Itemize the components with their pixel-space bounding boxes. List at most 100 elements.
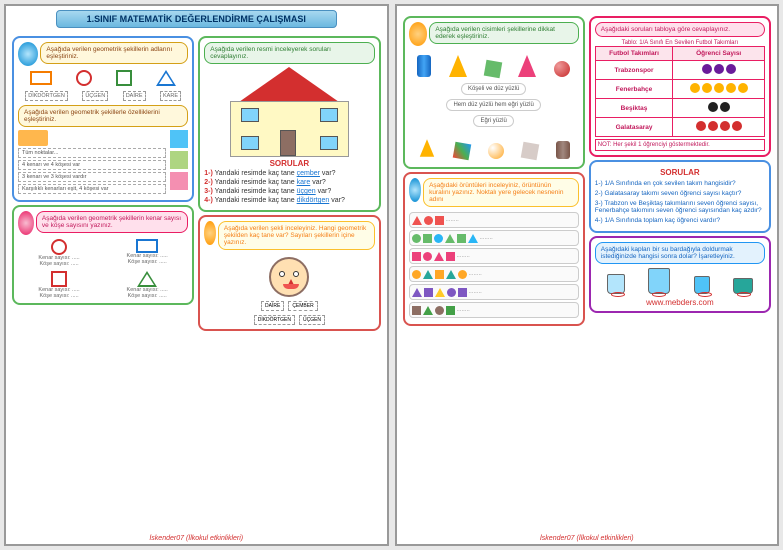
th-count: Öğrenci Sayısı [673, 47, 765, 61]
pattern-row: ........ [409, 302, 579, 318]
triangle-shape [156, 70, 176, 86]
cube-icon [483, 60, 502, 79]
footer-2: İskender07 (İlkokul etkinlikleri) [397, 535, 778, 542]
mini-ucgen: ÜÇGEN [299, 315, 325, 325]
instruction-2: Aşağıda verilen geometrik şekillerle öze… [18, 105, 188, 127]
table-box: Aşağıdaki soruları tabloya göre cevaplay… [589, 16, 771, 157]
kose-2: Köşe sayısı: ..... [106, 259, 188, 265]
site-link: www.mebders.com [595, 298, 765, 307]
instruction-face: Aşağıda verilen şekli inceleyiniz. Hangi… [218, 221, 375, 250]
table-note: NOT: Her şekil 1 öğrenciyi göstermektedi… [595, 139, 765, 151]
tq-1: 1-) 1/A Sınıfında en çok sevilen takım h… [595, 180, 765, 187]
girl-icon [18, 211, 34, 235]
pattern-list: ........ ........ ........ ........ ....… [409, 212, 579, 318]
house-box: Aşağıda verilen resmi inceleyerek sorula… [198, 36, 380, 212]
footer-1: İskender07 (İlkokul etkinlikleri) [6, 535, 387, 542]
tri-2 [137, 271, 157, 287]
th-team: Futbol Takımları [595, 47, 673, 61]
pill-2: Hem düz yüzlü hem eğri yüzlü [446, 99, 540, 111]
instruction-house: Aşağıda verilen resmi inceleyerek sorula… [204, 42, 374, 64]
boy-icon [409, 178, 422, 202]
instruction-patterns: Aşağıdaki örüntüleri inceleyiniz, örüntü… [423, 178, 579, 207]
fill-sq-3 [170, 172, 188, 190]
face-box: Aşağıda verilen şekli inceleyiniz. Hangi… [198, 215, 380, 331]
kose-3: Köşe sayısı: ..... [18, 293, 100, 299]
label-rect: DİKDÖRTGEN [25, 91, 68, 101]
label-sq: KARE [160, 91, 181, 101]
mini-cember: ÇEMBER [288, 301, 317, 311]
teams-table: Futbol TakımlarıÖğrenci Sayısı Trabzonsp… [595, 46, 765, 137]
tq-2: 2-) Galatasaray takımı seven öğrenci say… [595, 190, 765, 197]
prop-3: 3 kenarı ve 3 köşesi vardır [18, 172, 166, 182]
fill-sq-1 [170, 130, 188, 148]
instruction-1: Aşağıda verilen geometrik şekillerin adl… [40, 42, 188, 64]
pattern-row: ........ [409, 212, 579, 228]
sorular-heading-1: SORULAR [204, 159, 374, 168]
kose-4: Köşe sayısı: ..... [106, 293, 188, 299]
pill-1: Köşeli ve düz yüzlü [461, 83, 526, 95]
table-row: Trabzonspor [595, 61, 764, 80]
log-icon [556, 141, 570, 159]
prop-2: 4 kenarı ve 4 köşesi var [18, 160, 166, 170]
solids-box: Aşağıda verilen cisimleri şekillerine di… [403, 16, 585, 169]
page1-right-col: Aşağıda verilen resmi inceleyerek sorula… [198, 36, 380, 538]
question-2: 2-) Yandaki resimde kaç tane kare var? [204, 179, 374, 186]
mini-daire: DAİRE [261, 301, 284, 311]
label-circ: DAİRE [123, 91, 146, 101]
sq-2 [51, 271, 67, 287]
partyhat-icon [518, 55, 536, 77]
shapes-names-box: Aşağıda verilen geometrik şekillerin adl… [12, 36, 194, 202]
icecream-icon [419, 139, 433, 157]
ball-icon [554, 61, 570, 77]
house-drawing [204, 67, 374, 157]
table-row: Fenerbahçe [595, 80, 764, 99]
page-2: Aşağıda verilen cisimleri şekillerine di… [395, 4, 780, 546]
square-shape [116, 70, 132, 86]
orange-icon [488, 143, 504, 159]
sorular-heading-2: SORULAR [595, 168, 765, 177]
cup-2 [648, 268, 670, 294]
question-4: 4-) Yandaki resimde kaç tane dikdörtgen … [204, 197, 374, 204]
pattern-row: ........ [409, 266, 579, 282]
kose-1: Köşe sayısı: ..... [18, 261, 100, 267]
bear-icon [204, 221, 216, 245]
cup-1 [607, 274, 625, 294]
prop-1: Tüm noktalar... [18, 148, 166, 158]
page2-right-col: Aşağıdaki soruları tabloya göre cevaplay… [589, 16, 771, 538]
prop-4: Karşılıklı kenarları eşit, 4 köşesi var [18, 184, 166, 194]
pattern-row: ........ [409, 284, 579, 300]
fill-rect-1 [18, 130, 48, 146]
table-row: Beşiktaş [595, 99, 764, 118]
rect-2 [136, 239, 158, 253]
page-1: 1.SINIF MATEMATİK DEĞERLENDİRME ÇALIŞMAS… [4, 4, 389, 546]
instruction-table: Aşağıdaki soruları tabloya göre cevaplay… [595, 22, 765, 37]
page-title: 1.SINIF MATEMATİK DEĞERLENDİRME ÇALIŞMAS… [56, 10, 337, 28]
rubik-icon [452, 142, 471, 161]
cup-4 [733, 278, 753, 294]
box-icon [520, 142, 539, 161]
instruction-3: Aşağıda verilen geometrik şekillerin ken… [36, 211, 188, 233]
rectangle-shape [30, 71, 52, 85]
pill-3: Eğri yüzlü [473, 115, 513, 127]
circ-2 [51, 239, 67, 255]
label-tri: ÜÇGEN [82, 91, 108, 101]
instruction-solids: Aşağıda verilen cisimleri şekillerine di… [429, 22, 578, 44]
patterns-box: Aşağıdaki örüntüleri inceleyiniz, örüntü… [403, 172, 585, 326]
face-drawing [269, 257, 309, 297]
cylinder-icon [417, 55, 431, 77]
circle-shape [76, 70, 92, 86]
fill-sq-2 [170, 151, 188, 169]
smurf-icon [18, 42, 38, 66]
cups-box: Aşağıdaki kapları bir su bardağıyla dold… [589, 236, 771, 313]
pattern-row: ........ [409, 230, 579, 246]
questions-box: SORULAR 1-) 1/A Sınıfında en çok sevilen… [589, 160, 771, 233]
question-3: 3-) Yandaki resimde kaç tane üçgen var? [204, 188, 374, 195]
page1-left-col: Aşağıda verilen geometrik şekillerin adl… [12, 36, 194, 538]
pattern-row: ........ [409, 248, 579, 264]
monkey-icon [409, 22, 428, 46]
tq-4: 4-) 1/A Sınıfında toplam kaç öğrenci var… [595, 217, 765, 224]
table-row: Galatasaray [595, 118, 764, 137]
question-1: 1-) Yandaki resimde kaç tane çember var? [204, 170, 374, 177]
mini-dik: DİKDÖRTGEN [254, 315, 295, 325]
page2-left-col: Aşağıda verilen cisimleri şekillerine di… [403, 16, 585, 538]
